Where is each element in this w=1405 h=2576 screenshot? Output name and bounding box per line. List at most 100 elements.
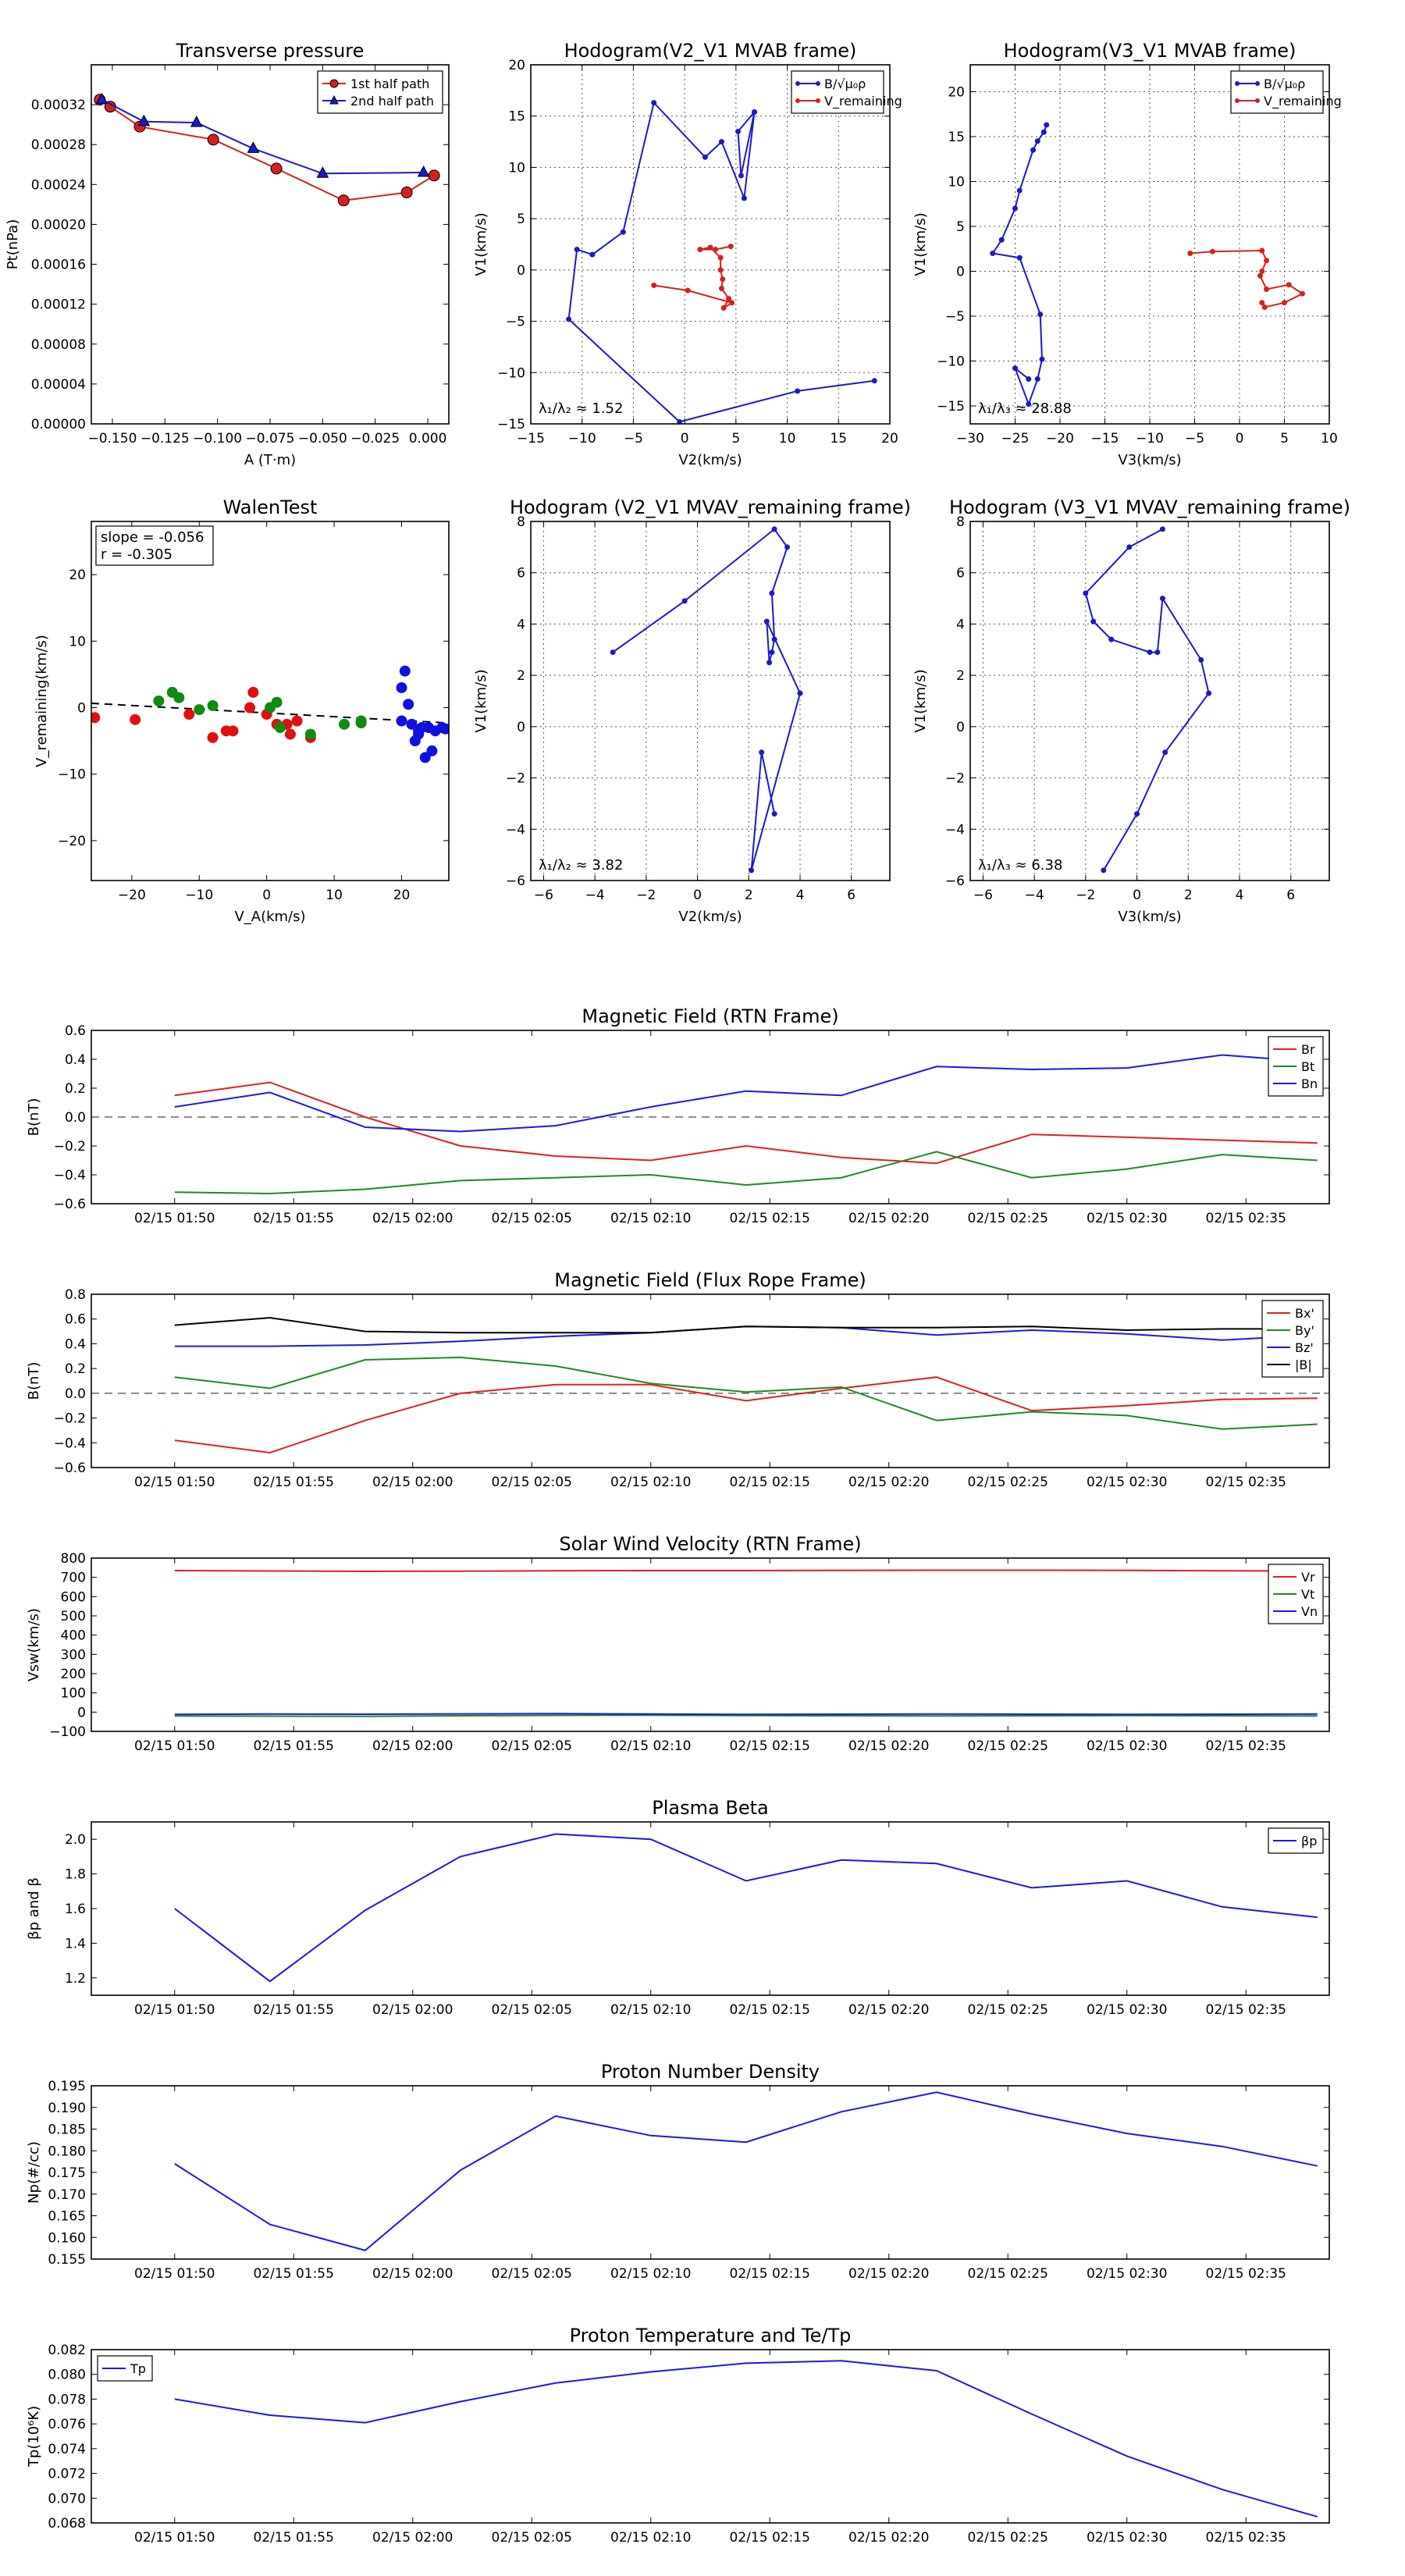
legend-label: Vr (1301, 1570, 1315, 1585)
x-tick-label: −10 (568, 431, 596, 447)
eigenvalue-ratio-annotation: λ₁/λ₃ ≈ 6.38 (978, 857, 1062, 873)
data-point (95, 92, 108, 105)
y-tick-label: 0.00020 (31, 217, 86, 233)
data-point (717, 267, 724, 273)
plot-frame (91, 521, 450, 881)
x-tick-label: −0.025 (350, 431, 400, 447)
x-tick-label: 0 (1236, 431, 1244, 447)
y-tick-label: −4 (506, 822, 525, 838)
data-point (574, 247, 580, 253)
data-point (651, 100, 657, 106)
legend-marker (1255, 81, 1260, 86)
data-point (244, 702, 256, 713)
x-tick-label: −30 (956, 431, 984, 447)
y-tick-label: 500 (61, 1609, 86, 1624)
data-point (769, 649, 775, 656)
data-point (207, 731, 219, 743)
x-tick-label: 0 (693, 888, 702, 903)
x-tick-label: −0.125 (140, 431, 190, 447)
panel-p10: Plasma Beta 02/15 01:50 02/15 01:55 02/15 0… (26, 1797, 1330, 2018)
x-tick-label: 02/15 02:00 (372, 2266, 453, 2282)
x-tick-label: 02/15 02:15 (730, 2002, 810, 2018)
x-tick-label: 02/15 02:30 (1087, 1738, 1167, 1754)
x-tick-label: 02/15 02:15 (730, 2266, 810, 2282)
x-tick-label: 02/15 02:25 (968, 2530, 1048, 2546)
x-tick-label: 02/15 01:50 (134, 2002, 215, 2018)
x-axis-label: A (T·m) (244, 452, 296, 468)
data-point (284, 728, 296, 740)
x-tick-label: 02/15 02:20 (848, 2002, 929, 2018)
legend-label: B/√μ₀ρ (824, 76, 866, 91)
x-tick-label: −10 (1136, 431, 1164, 447)
x-tick-label: −10 (185, 888, 213, 903)
data-point (247, 141, 260, 153)
y-tick-label: 0.072 (48, 2467, 86, 2482)
y-tick-label: 1.2 (65, 1971, 86, 1987)
x-tick-label: −4 (1025, 888, 1044, 903)
x-tick-label: 02/15 02:00 (372, 1211, 453, 1226)
y-axis-label: Pt(nPa) (5, 219, 21, 269)
legend-label: βp (1301, 1834, 1317, 1848)
data-point (1154, 649, 1161, 656)
y-tick-label: 700 (61, 1571, 86, 1586)
data-point (1016, 254, 1023, 261)
x-tick-label: 02/15 02:35 (1206, 1738, 1286, 1754)
legend-marker (816, 81, 820, 86)
data-point (194, 704, 205, 716)
data-point (990, 251, 996, 256)
plot-area (174, 2091, 1318, 2252)
data-point (337, 194, 350, 207)
x-tick-label: −6 (973, 888, 993, 903)
data-point (428, 169, 440, 182)
y-tick-label: 0.6 (65, 1312, 86, 1328)
x-tick-label: 02/15 02:30 (1087, 2266, 1167, 2282)
y-tick-label: 0.00004 (31, 377, 86, 393)
x-axis-label: V2(km/s) (678, 909, 742, 925)
x-tick-label: 02/15 02:30 (1087, 2002, 1167, 2018)
x-tick-label: 02/15 02:05 (492, 2002, 572, 2018)
y-tick-label: −20 (58, 834, 86, 849)
y-tick-label: 0.6 (65, 1023, 86, 1039)
data-point (1282, 300, 1287, 306)
legend-label: 2nd half path (350, 94, 434, 109)
x-tick-label: 10 (325, 888, 343, 903)
x-tick-label: 02/15 02:05 (492, 1738, 572, 1754)
series-vr-line (174, 1569, 1318, 1573)
legend-label: By' (1295, 1323, 1314, 1338)
panel-p6: Hodogram (V3_V1 MVAV_remaining frame)−6−… (912, 496, 1350, 925)
data-point (707, 244, 713, 251)
y-tick-label: 0.076 (48, 2417, 86, 2432)
series-0-line (1084, 528, 1210, 871)
y-tick-label: 0.00000 (31, 417, 86, 432)
x-tick-label: −0.150 (87, 431, 137, 447)
y-tick-label: −0.4 (54, 1436, 86, 1451)
data-point (153, 696, 165, 706)
x-tick-label: 10 (1321, 431, 1338, 447)
data-point (1264, 258, 1269, 264)
data-point (771, 526, 777, 532)
data-point (718, 286, 724, 292)
data-point (1040, 129, 1047, 135)
legend-label: |B| (1295, 1357, 1312, 1372)
data-point (1026, 376, 1032, 382)
x-tick-label: −5 (624, 431, 643, 447)
y-tick-label: 4 (517, 617, 525, 632)
y-tick-label: 0.170 (48, 2187, 86, 2203)
y-tick-label: 6 (517, 566, 525, 582)
x-tick-label: −2 (636, 888, 656, 903)
x-tick-label: 0 (681, 431, 689, 447)
plot-frame (530, 64, 891, 425)
y-axis-label: βp and β (26, 1877, 42, 1940)
data-point (749, 867, 755, 873)
data-point (717, 254, 724, 261)
y-tick-label: 0.185 (48, 2122, 86, 2138)
y-tick-label: −2 (506, 771, 525, 787)
x-tick-label: −15 (517, 431, 545, 447)
x-tick-label: 02/15 02:15 (730, 2530, 810, 2546)
plot-area (91, 1317, 1329, 1454)
data-point (871, 378, 877, 384)
data-point (413, 728, 425, 740)
x-tick-label: 02/15 01:50 (134, 1738, 215, 1754)
x-tick-label: −25 (1001, 431, 1030, 447)
data-point (396, 715, 407, 727)
